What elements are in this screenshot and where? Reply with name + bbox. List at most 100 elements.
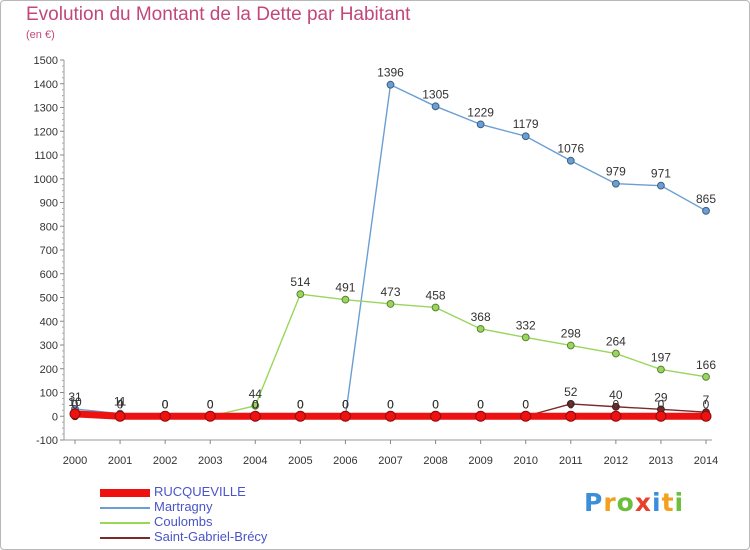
legend-label: Martragny [154,499,213,514]
y-tick-label: 700 [40,245,58,257]
data-label: 0 [567,397,574,411]
y-tick-label: 0 [52,411,58,423]
y-tick-label: 300 [40,340,58,352]
data-label: 1229 [467,105,494,119]
x-tick-label: 2003 [198,455,222,467]
data-label: 0 [342,397,349,411]
data-point [386,80,395,89]
data-label: 0 [207,397,214,411]
data-label: 0 [207,397,214,411]
y-tick-label: 400 [40,316,58,328]
x-tick-label: 2014 [694,455,718,467]
data-point [431,102,440,111]
data-point [431,303,440,312]
data-point [249,410,261,422]
y-tick-label: 800 [40,221,58,233]
data-label: 4 [117,396,124,410]
data-point [159,410,171,422]
legend-swatch [100,537,150,539]
x-tick-label: 2008 [423,455,447,467]
y-tick-label: -100 [36,435,58,447]
data-point [475,410,487,422]
data-point [476,120,485,129]
data-label: 0 [477,397,484,411]
data-point [341,295,350,304]
data-label: 0 [522,397,529,411]
data-label: 0 [162,397,169,411]
data-label: 332 [516,318,536,332]
legend-swatch [100,522,150,524]
data-label: 52 [564,385,578,399]
data-point [611,349,620,358]
data-label: 7 [703,393,710,407]
data-label: 264 [606,335,626,349]
data-label: 368 [471,310,491,324]
x-tick-label: 2009 [468,455,492,467]
data-label: 458 [426,288,446,302]
data-label: 0 [522,397,529,411]
data-label: 0 [252,397,259,411]
x-tick-label: 2004 [243,455,267,467]
data-point [657,365,665,374]
data-label: 514 [290,275,310,289]
data-point [386,300,395,308]
data-label: 0 [387,397,394,411]
data-point [566,400,575,408]
data-label: 0 [342,397,349,411]
x-tick-label: 2013 [649,455,673,467]
data-label: 491 [335,281,355,295]
y-tick-label: 200 [40,364,58,376]
data-point [702,206,710,215]
data-label: 971 [651,167,671,181]
legend-label: Saint-Gabriel-Brécy [154,529,268,544]
data-point [611,179,620,188]
data-label: 0 [297,397,304,411]
y-tick-label: 1000 [34,174,58,186]
data-point [339,410,351,422]
data-label: 865 [696,192,716,206]
logo-letter: r [603,488,617,517]
y-tick-label: 500 [40,293,58,305]
data-point [251,401,260,410]
data-point [565,410,577,422]
data-point [296,290,305,299]
data-label: 0 [72,397,79,411]
data-label: 11 [114,395,127,409]
legend-swatch [100,489,150,497]
x-tick-label: 2011 [559,455,583,467]
logo-letter: x [634,488,652,517]
data-label: 1076 [557,142,584,156]
data-label: 0 [342,397,349,411]
data-label: 0 [613,397,620,411]
data-label: 0 [162,397,169,411]
data-label: 0 [703,397,710,411]
data-label: 1179 [513,117,539,131]
chart-subtitle: (en €) [26,29,55,41]
data-point [700,410,712,422]
data-label: 0 [432,397,439,411]
data-label: 979 [606,165,626,179]
x-tick-label: 2012 [604,455,628,467]
data-point [430,410,442,422]
data-point [702,372,710,381]
data-label: 0 [477,397,484,411]
data-label: 29 [654,390,668,404]
data-label: 0 [387,397,394,411]
chart-title: Evolution du Montant de la Dette par Hab… [26,4,411,25]
data-label: 0 [252,397,259,411]
x-tick-label: 2007 [378,455,402,467]
data-point [520,410,532,422]
proxiti-logo: Proxiti [584,488,684,517]
data-label: 31 [68,390,82,404]
data-label: 40 [609,388,623,402]
data-point [611,402,620,411]
data-point [566,156,575,165]
x-tick-label: 2001 [108,455,132,467]
data-point [385,410,396,422]
legend-label: RUCQUEVILLE [154,484,246,499]
data-label: 166 [696,358,716,372]
y-tick-label: 1300 [34,103,58,115]
data-label: 0 [432,397,439,411]
